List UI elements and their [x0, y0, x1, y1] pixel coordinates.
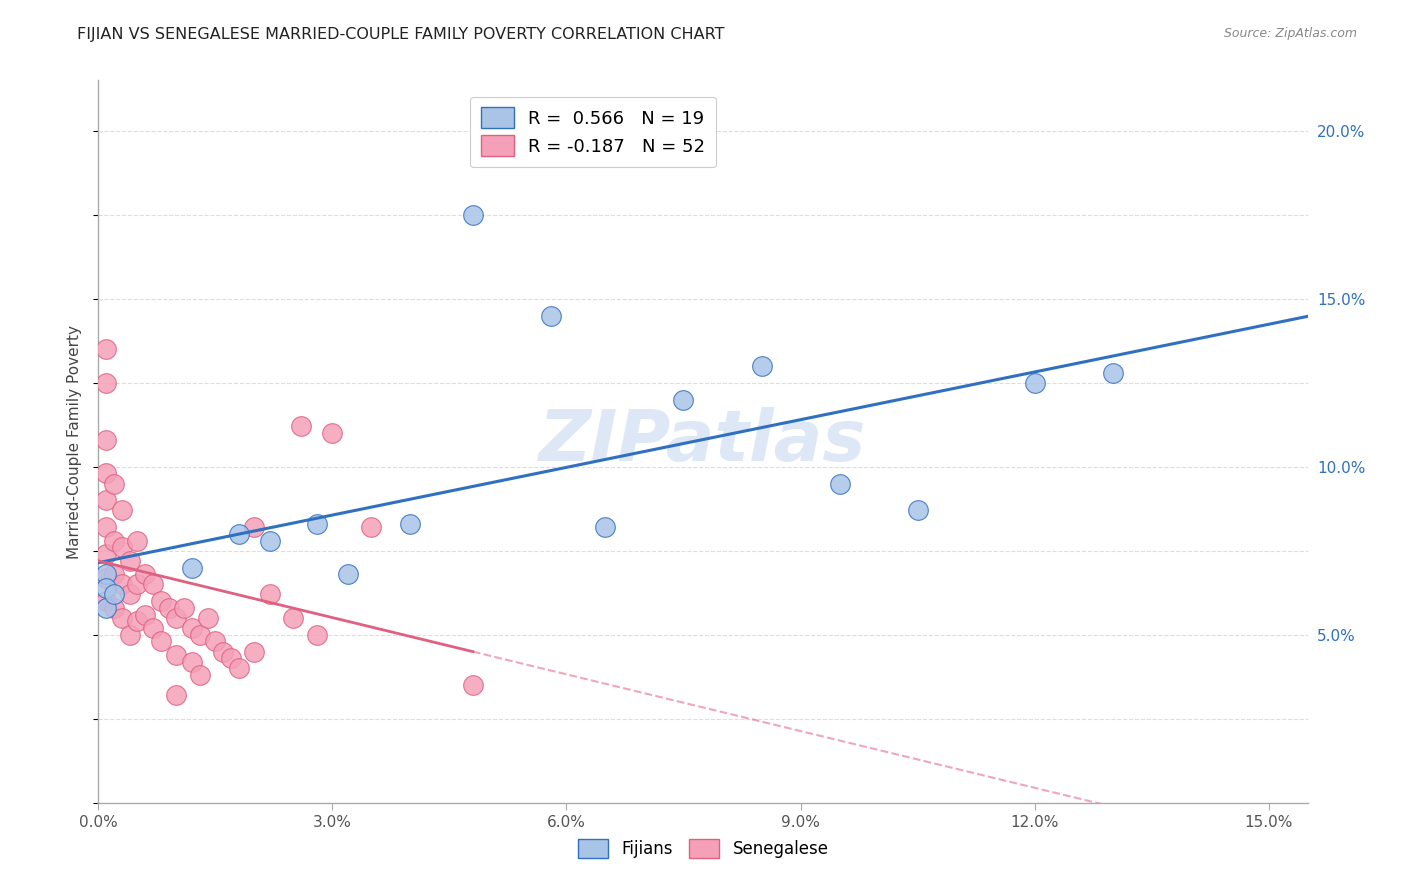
Point — [165, 648, 187, 662]
Point — [127, 577, 149, 591]
Point — [165, 688, 187, 702]
Point — [149, 634, 172, 648]
Point — [828, 476, 851, 491]
Point — [228, 661, 250, 675]
Point — [181, 621, 204, 635]
Point — [134, 607, 156, 622]
Point — [111, 577, 134, 591]
Point — [96, 567, 118, 582]
Point — [142, 577, 165, 591]
Point — [127, 615, 149, 629]
Point — [243, 520, 266, 534]
Point — [103, 600, 125, 615]
Point — [360, 520, 382, 534]
Point — [595, 520, 617, 534]
Point — [399, 516, 422, 531]
Point — [96, 467, 118, 481]
Point — [165, 611, 187, 625]
Point — [181, 560, 204, 574]
Point — [228, 527, 250, 541]
Point — [96, 581, 118, 595]
Y-axis label: Married-Couple Family Poverty: Married-Couple Family Poverty — [67, 325, 83, 558]
Point — [188, 628, 211, 642]
Point — [290, 419, 312, 434]
Point — [321, 426, 343, 441]
Point — [1101, 366, 1123, 380]
Point — [540, 309, 562, 323]
Point — [197, 611, 219, 625]
Point — [204, 634, 226, 648]
Point — [111, 503, 134, 517]
Point — [181, 655, 204, 669]
Point — [118, 628, 141, 642]
Point — [118, 554, 141, 568]
Point — [118, 587, 141, 601]
Point — [461, 678, 484, 692]
Point — [243, 644, 266, 658]
Point — [96, 376, 118, 390]
Point — [96, 594, 118, 608]
Point — [259, 587, 281, 601]
Point — [96, 547, 118, 561]
Point — [305, 628, 328, 642]
Point — [134, 567, 156, 582]
Legend: Fijians, Senegalese: Fijians, Senegalese — [569, 830, 837, 867]
Point — [96, 571, 118, 585]
Point — [96, 600, 118, 615]
Point — [173, 600, 195, 615]
Point — [96, 520, 118, 534]
Point — [907, 503, 929, 517]
Point — [672, 392, 695, 407]
Point — [103, 476, 125, 491]
Point — [127, 533, 149, 548]
Point — [103, 587, 125, 601]
Point — [283, 611, 305, 625]
Point — [188, 668, 211, 682]
Point — [751, 359, 773, 373]
Point — [212, 644, 235, 658]
Point — [96, 433, 118, 447]
Point — [259, 533, 281, 548]
Point — [142, 621, 165, 635]
Point — [1024, 376, 1046, 390]
Point — [103, 567, 125, 582]
Point — [103, 533, 125, 548]
Point — [111, 541, 134, 555]
Point — [305, 516, 328, 531]
Point — [111, 611, 134, 625]
Text: FIJIAN VS SENEGALESE MARRIED-COUPLE FAMILY POVERTY CORRELATION CHART: FIJIAN VS SENEGALESE MARRIED-COUPLE FAMI… — [77, 27, 725, 42]
Point — [219, 651, 242, 665]
Point — [149, 594, 172, 608]
Point — [96, 493, 118, 508]
Point — [337, 567, 360, 582]
Text: ZIPatlas: ZIPatlas — [540, 407, 866, 476]
Text: Source: ZipAtlas.com: Source: ZipAtlas.com — [1223, 27, 1357, 40]
Point — [157, 600, 180, 615]
Point — [96, 342, 118, 356]
Point — [461, 208, 484, 222]
